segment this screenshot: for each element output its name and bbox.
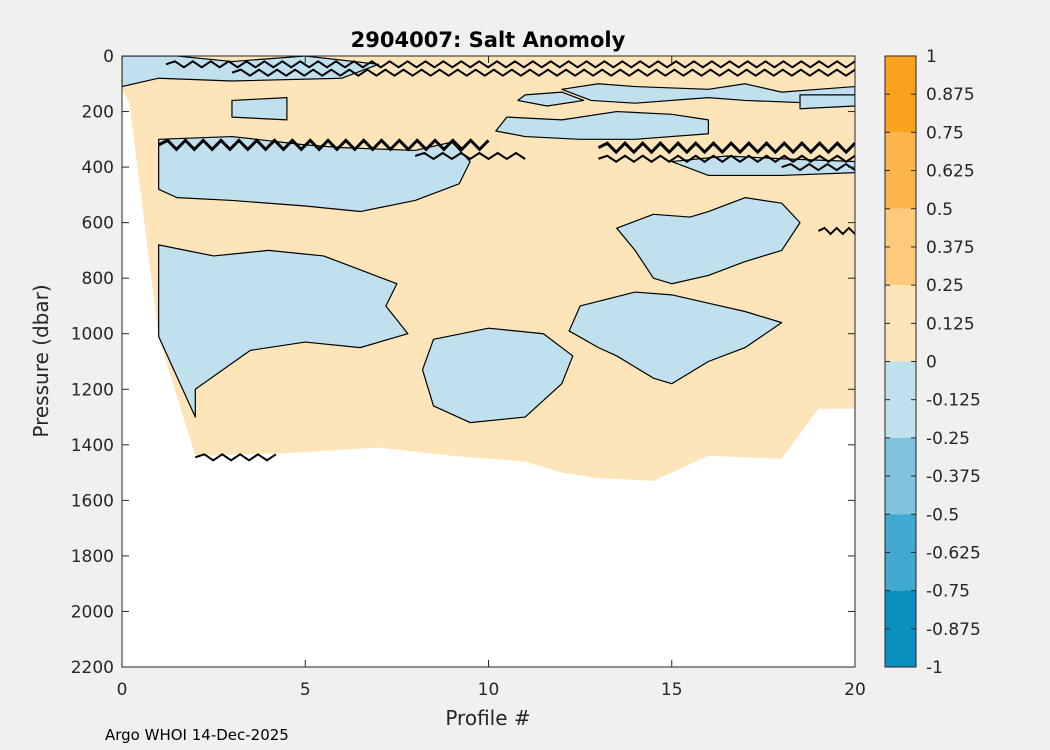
negative-anomaly-region xyxy=(517,91,585,107)
colorbar-tick-label: 0.25 xyxy=(926,276,964,296)
colorbar-tick-label: -0.625 xyxy=(926,543,981,563)
contour-band xyxy=(817,226,855,236)
y-tick-label: 1200 xyxy=(71,380,114,400)
contour-band xyxy=(157,138,490,152)
colorbar-tick-label: 0.125 xyxy=(926,314,975,334)
y-tick-label: 0 xyxy=(103,47,114,67)
chart-title: 2904007: Salt Anomoly xyxy=(351,28,626,52)
colorbar-tick-label: 0.75 xyxy=(926,123,964,143)
colorbar-tick-label: -0.75 xyxy=(926,582,970,602)
contour-band xyxy=(597,141,855,155)
colorbar-tick-label: -1 xyxy=(926,658,943,678)
negative-anomaly-region xyxy=(421,327,574,424)
contour-band xyxy=(781,162,855,172)
y-tick-label: 2000 xyxy=(71,602,114,622)
colorbar-tick-label: -0.375 xyxy=(926,467,981,487)
footer-credit: Argo WHOI 14-Dec-2025 xyxy=(105,726,289,744)
x-tick-label: 5 xyxy=(300,680,311,700)
colorbar-tick-label: 1 xyxy=(926,47,937,67)
contour-band xyxy=(598,154,855,163)
y-axis-label: Pressure (dbar) xyxy=(29,284,53,437)
y-tick-label: 200 xyxy=(82,103,114,123)
salt-anomaly-field xyxy=(122,56,855,481)
contour-band xyxy=(414,151,526,161)
colorbar-segment xyxy=(885,132,916,209)
x-axis-label: Profile # xyxy=(445,706,530,730)
x-tick-label: 10 xyxy=(478,680,500,700)
y-tick-label: 1400 xyxy=(71,436,114,456)
colorbar-segment xyxy=(885,285,916,362)
negative-anomaly-region xyxy=(799,94,855,110)
colorbar-segment xyxy=(885,361,916,438)
y-axis-ticks: 0 200 400 600 800 1000 1200 1400 1600 1800 2000 220… xyxy=(71,47,855,678)
x-tick-label: 15 xyxy=(661,680,683,700)
y-tick-label: 2200 xyxy=(71,658,114,678)
negative-anomaly-region xyxy=(231,97,288,121)
negative-anomaly-region xyxy=(568,291,783,385)
y-tick-label: 800 xyxy=(82,269,114,289)
negative-anomaly-region xyxy=(561,83,855,104)
colorbar-tick-label: 0.875 xyxy=(926,85,975,105)
y-tick-label: 1800 xyxy=(71,547,114,567)
x-tick-label: 20 xyxy=(844,680,866,700)
colorbar-tick-label: 0.375 xyxy=(926,238,975,258)
colorbar-tick-label: -0.25 xyxy=(926,429,970,449)
contour-band xyxy=(165,60,855,69)
y-tick-label: 400 xyxy=(82,158,114,178)
colorbar-segment xyxy=(885,590,916,667)
contour-band xyxy=(194,453,277,462)
x-axis-ticks: 0 5 10 15 20 xyxy=(117,56,866,700)
y-tick-label: 1600 xyxy=(71,491,114,511)
colorbar-tick-label: 0.625 xyxy=(926,162,975,182)
negative-anomaly-region xyxy=(158,244,409,418)
colorbar-tick-label: -0.5 xyxy=(926,505,959,525)
negative-anomaly-region xyxy=(616,197,801,285)
colorbar-segment xyxy=(885,514,916,591)
colorbar-tick-label: -0.125 xyxy=(926,391,981,411)
negative-anomaly-region xyxy=(495,110,710,140)
colorbar: 1 0.875 0.75 0.625 0.5 0.375 0.25 0.125 0 -0.125 -… xyxy=(884,47,981,678)
y-tick-label: 600 xyxy=(82,214,114,234)
colorbar-segment xyxy=(885,208,916,286)
colorbar-tick-label: 0.5 xyxy=(926,200,953,220)
x-tick-label: 0 xyxy=(117,680,128,700)
colorbar-tick-label: -0.875 xyxy=(926,620,981,640)
colorbar-tick-label: 0 xyxy=(926,353,937,373)
y-tick-label: 1000 xyxy=(71,325,114,345)
contour-band xyxy=(231,68,855,77)
colorbar-segment xyxy=(885,56,916,133)
colorbar-segment xyxy=(885,437,916,515)
